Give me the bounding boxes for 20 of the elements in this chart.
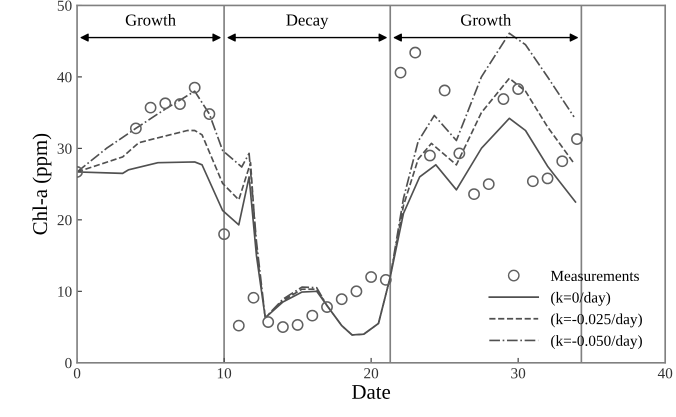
y-axis-title: Chl-a (ppm) <box>32 134 52 234</box>
annotation: Growth <box>461 14 512 26</box>
y-tick-label: 0 <box>65 358 72 368</box>
legend-label: (k=-0.050/day) <box>551 335 642 350</box>
x-tick-label: 40 <box>658 368 672 378</box>
x-tick-label: 20 <box>364 368 378 378</box>
x-tick-label: 30 <box>511 368 526 378</box>
y-tick-label: 40 <box>57 72 72 82</box>
y-tick-label: 20 <box>58 214 72 226</box>
legend-label: (k=-0.025/day) <box>551 314 642 328</box>
legend-label: Measurements <box>550 270 639 282</box>
y-tick-label: 50 <box>58 0 72 11</box>
legend-label: (k=0/day) <box>551 292 610 306</box>
annotation: Decay <box>286 14 328 30</box>
x-tick-label: 10 <box>218 368 232 378</box>
y-tick-label: 30 <box>58 144 72 154</box>
y-tick-label: 10 <box>58 286 72 297</box>
x-axis-title: Date <box>352 385 390 399</box>
x-tick-label: 0 <box>74 368 80 378</box>
annotation: Growth <box>126 14 176 26</box>
